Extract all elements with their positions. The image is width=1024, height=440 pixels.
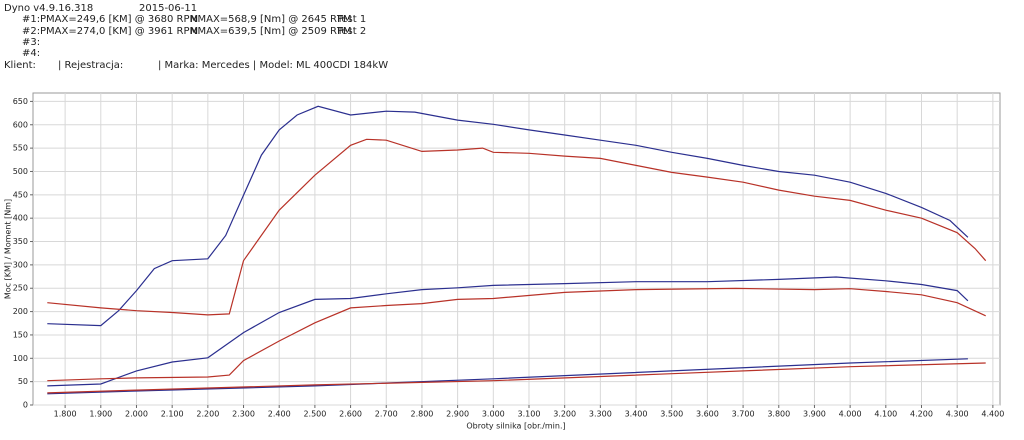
- y-axis-label: Moc [KM] / Moment [Nm]: [4, 199, 13, 299]
- x-tick-label: 3.800: [767, 410, 790, 419]
- x-tick-label: 3.200: [553, 410, 576, 419]
- x-tick-label: 4.200: [910, 410, 933, 419]
- x-tick-label: 4.000: [839, 410, 862, 419]
- y-tick-label: 100: [13, 354, 28, 363]
- test-date: 2015-06-11: [139, 3, 197, 14]
- x-tick-label: 3.700: [732, 410, 755, 419]
- y-tick-label: 450: [13, 190, 28, 199]
- x-tick-label: 2.200: [196, 410, 219, 419]
- test-pmax: PMAX=274,0 [KM] @ 3961 RPM: [40, 26, 198, 37]
- vehicle-info: | Marka: Mercedes | Model: ML 400CDI 184…: [158, 60, 388, 71]
- x-tick-label: 3.100: [518, 410, 541, 419]
- x-tick-label: 1.900: [89, 410, 112, 419]
- y-tick-label: 350: [13, 237, 28, 246]
- test-pmax: PMAX=249,6 [KM] @ 3680 RPM: [40, 14, 198, 25]
- test-id: #3:: [22, 37, 40, 48]
- y-tick-label: 300: [13, 260, 28, 269]
- test-nmax: NMAX=568,9 [Nm] @ 2645 RPM: [190, 14, 352, 25]
- curve: [47, 362, 986, 394]
- y-tick-label: 150: [13, 330, 28, 339]
- y-tick-label: 600: [13, 120, 28, 129]
- curve: [47, 138, 987, 316]
- registration-label: | Rejestracja:: [58, 60, 123, 71]
- curve: [47, 105, 969, 327]
- y-tick-label: 200: [13, 307, 28, 316]
- y-tick-label: 250: [13, 284, 28, 293]
- x-tick-label: 4.300: [946, 410, 969, 419]
- client-label: Klient:: [4, 60, 36, 71]
- x-tick-label: 2.900: [446, 410, 469, 419]
- test-name: Test 1: [336, 14, 366, 25]
- x-tick-label: 3.900: [803, 410, 826, 419]
- y-tick-label: 650: [13, 97, 28, 106]
- x-axis-label: Obroty silnika [obr./min.]: [466, 422, 565, 431]
- x-tick-label: 3.600: [696, 410, 719, 419]
- app-version: Dyno v4.9.16.318: [4, 3, 93, 14]
- test-name: Test 2: [336, 26, 366, 37]
- x-tick-label: 3.300: [589, 410, 612, 419]
- x-tick-label: 2.800: [410, 410, 433, 419]
- x-tick-label: 3.000: [482, 410, 505, 419]
- test-id: #2:: [22, 26, 40, 37]
- x-tick-label: 4.100: [874, 410, 897, 419]
- x-tick-label: 4.400: [981, 410, 1004, 419]
- x-tick-label: 3.400: [625, 410, 648, 419]
- curve: [47, 287, 986, 382]
- y-tick-label: 0: [23, 401, 28, 410]
- curve: [47, 358, 968, 395]
- x-tick-label: 2.600: [339, 410, 362, 419]
- test-id: #1:: [22, 14, 40, 25]
- x-tick-label: 2.700: [375, 410, 398, 419]
- y-tick-label: 50: [18, 377, 28, 386]
- x-tick-label: 2.000: [125, 410, 148, 419]
- y-tick-label: 500: [13, 167, 28, 176]
- test-nmax: NMAX=639,5 [Nm] @ 2509 RPM: [190, 26, 352, 37]
- x-tick-label: 3.500: [660, 410, 683, 419]
- curve: [47, 276, 969, 387]
- test-id: #4:: [22, 48, 40, 59]
- y-tick-label: 400: [13, 214, 28, 223]
- x-tick-label: 2.100: [161, 410, 184, 419]
- x-tick-label: 1.800: [54, 410, 77, 419]
- x-tick-label: 2.500: [303, 410, 326, 419]
- x-tick-label: 2.300: [232, 410, 255, 419]
- x-tick-label: 2.400: [268, 410, 291, 419]
- y-tick-label: 550: [13, 144, 28, 153]
